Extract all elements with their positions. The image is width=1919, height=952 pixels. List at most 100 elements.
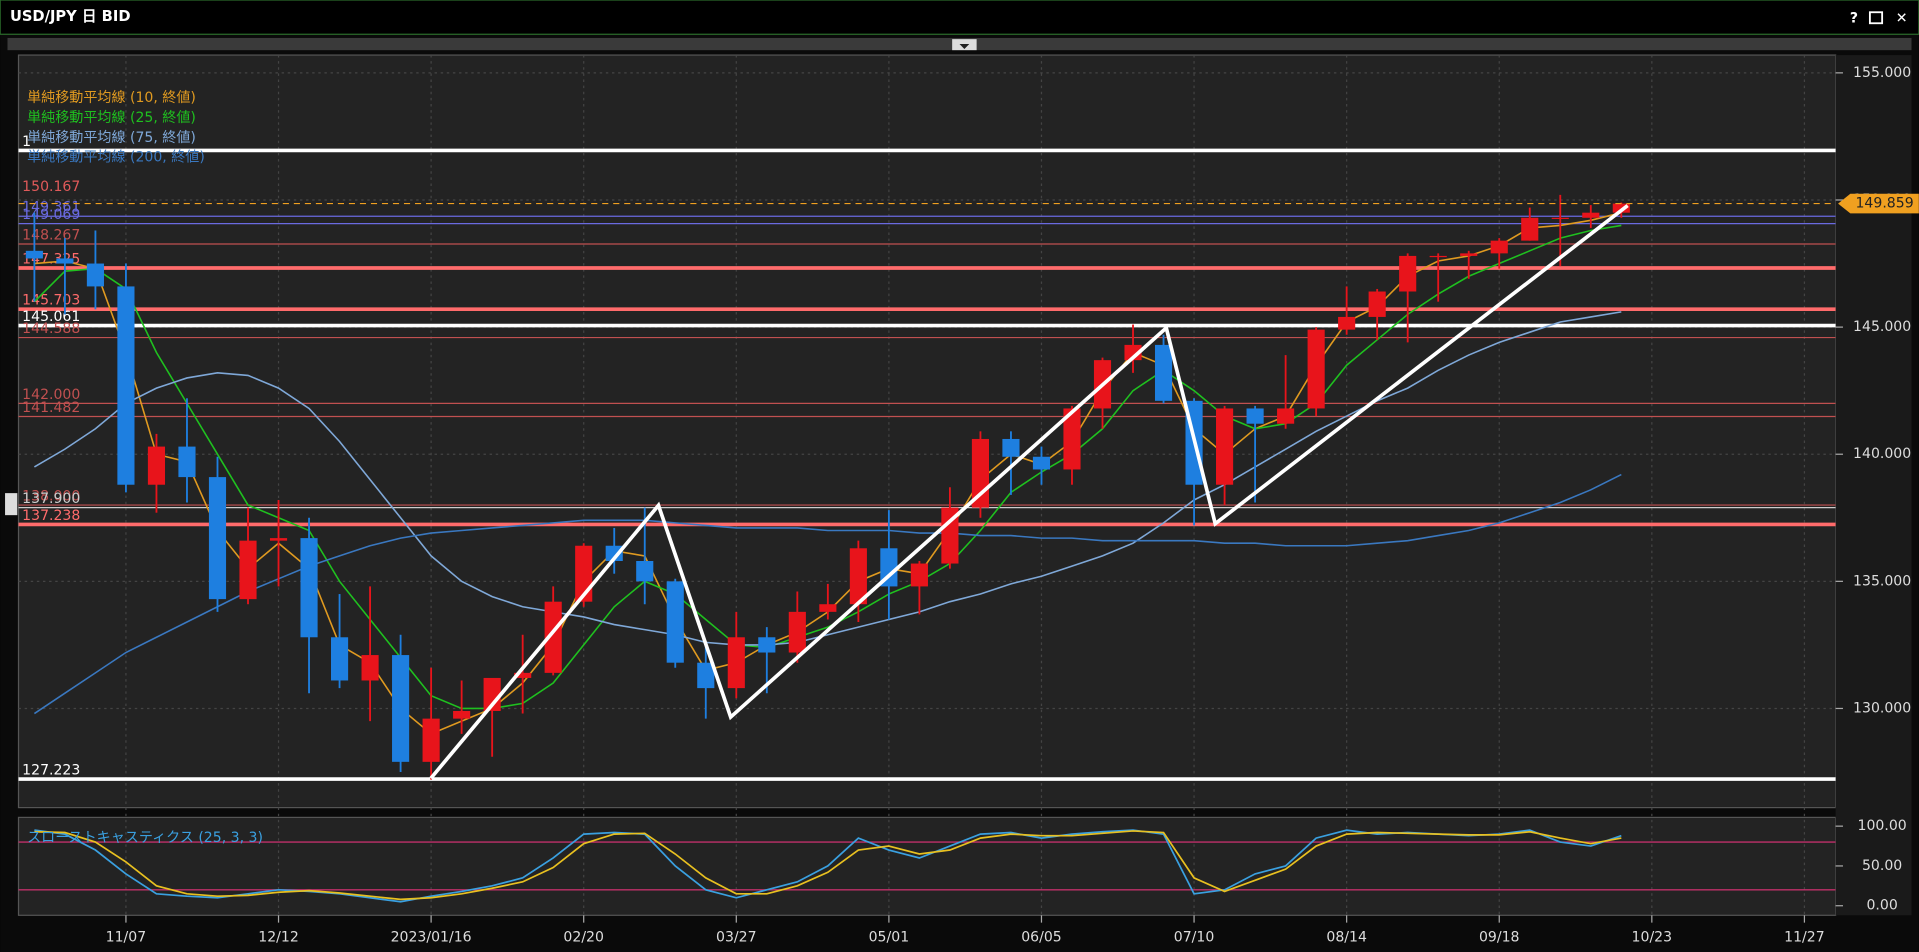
candle-body — [1582, 212, 1600, 218]
level-label: 141.482 — [22, 400, 80, 416]
moving-average — [33, 311, 1622, 646]
stochastic-line — [34, 830, 1622, 901]
level-label: 149.069 — [22, 207, 80, 223]
candle-body — [1277, 408, 1295, 424]
toggle-arrow — [959, 44, 970, 49]
x-tick-label: 06/05 — [1021, 929, 1062, 945]
candle-body — [1521, 217, 1539, 241]
x-tick-label: 08/14 — [1326, 929, 1367, 945]
x-tick-label: 11/07 — [106, 929, 147, 945]
y-tick-label: 50.00 — [1862, 858, 1902, 874]
candle-body — [361, 655, 379, 681]
candle-body — [941, 507, 959, 564]
last-price-marker — [1838, 193, 1919, 214]
candle-body — [483, 677, 501, 711]
y-tick-label: 155.000 — [1853, 65, 1911, 81]
x-tick-label: 10/23 — [1632, 929, 1673, 945]
x-tick-label: 2023/01/16 — [391, 929, 472, 945]
candle-body — [1246, 408, 1264, 424]
x-tick-label: 11/27 — [1784, 929, 1825, 945]
candle-body — [269, 538, 288, 541]
x-tick-label: 05/01 — [869, 929, 910, 945]
candle-body — [910, 563, 928, 587]
trend-drawing — [429, 204, 1629, 780]
x-tick-label: 03/27 — [716, 929, 757, 945]
candle-body — [1399, 255, 1417, 292]
candle-body — [453, 710, 471, 719]
candle-body — [1307, 329, 1325, 409]
candle-body — [544, 601, 562, 673]
candle-body — [300, 538, 318, 638]
candle-body — [666, 581, 684, 663]
candle-body — [514, 672, 532, 678]
candle-body — [1490, 240, 1508, 254]
x-tick-label: 12/12 — [258, 929, 299, 945]
legend-entry: 単純移動平均線 (200, 終値) — [27, 150, 205, 166]
candle-body — [1338, 316, 1356, 330]
y-tick-label: 130.000 — [1853, 700, 1911, 716]
last-price-label: 149.859 — [1856, 196, 1914, 212]
candle-body — [1032, 456, 1051, 470]
candle-body — [1460, 253, 1478, 256]
candle-body — [697, 662, 715, 689]
candle-body — [1063, 408, 1081, 470]
candle-body — [819, 604, 837, 612]
moving-average — [33, 224, 1622, 710]
level-label: 138.000 — [22, 489, 80, 505]
legend-entry: 単純移動平均線 (10, 終値) — [27, 90, 196, 106]
plot-layer: 130.000135.000140.000145.000150.000155.0… — [18, 55, 1911, 945]
candle-body — [1124, 344, 1142, 361]
side-tab[interactable] — [5, 493, 18, 516]
candle-body — [636, 560, 654, 582]
candle-body — [1551, 217, 1569, 220]
candle-body — [178, 446, 196, 478]
y-tick-label: 100.00 — [1858, 818, 1907, 834]
candle-body — [1002, 438, 1020, 457]
level-label: 142.000 — [22, 387, 80, 403]
x-tick-label: 09/18 — [1479, 929, 1520, 945]
candle-body — [1368, 291, 1386, 317]
level-label: 150.167 — [22, 179, 80, 195]
candle-body — [1216, 408, 1234, 485]
candle-body — [117, 286, 135, 485]
legend-entry: 単純移動平均線 (75, 終値) — [27, 130, 196, 146]
x-tick-label: 02/20 — [563, 929, 604, 945]
y-tick-label: 140.000 — [1853, 446, 1911, 462]
candle-body — [1429, 255, 1447, 258]
candle-body — [208, 477, 227, 600]
candle-body — [788, 611, 806, 653]
candle-body — [727, 637, 745, 689]
candle-body — [849, 548, 867, 605]
stochastic-panel — [17, 816, 1837, 916]
y-tick-label: 0.00 — [1866, 898, 1897, 914]
y-tick-label: 135.000 — [1853, 573, 1911, 589]
price-axis-bg — [1835, 55, 1912, 916]
candle-body — [56, 258, 74, 264]
level-label: 148.267 — [22, 227, 80, 243]
candle-body — [147, 446, 166, 485]
candle-body — [392, 655, 410, 762]
x-tick-label: 07/10 — [1174, 929, 1215, 945]
help-button[interactable]: ? — [1850, 10, 1858, 26]
candle-body — [422, 718, 440, 762]
level-label: 137.238 — [22, 508, 80, 524]
window-title: USD/JPY 日 BID — [10, 8, 131, 25]
moving-average — [33, 473, 1622, 715]
level-label: 1 — [22, 134, 31, 150]
candle-body — [605, 545, 623, 561]
level-label: 144.588 — [22, 321, 80, 337]
overlay-layer: 149.859 単純移動平均線 (10, 終値) 単純移動平均線 (25, 終値) 単… — [27, 90, 1919, 846]
candle-body — [86, 263, 104, 287]
level-label: 137.900 — [22, 491, 80, 507]
close-button[interactable]: ✕ — [1896, 10, 1908, 26]
title-bar — [0, 0, 1919, 35]
price-panel — [17, 54, 1837, 809]
candle-body — [25, 250, 43, 259]
level-label: 127.223 — [22, 762, 80, 778]
candle-body — [758, 637, 776, 653]
maximize-button[interactable] — [1868, 11, 1884, 25]
indicator-title: スローストキャスティクス (25, 3, 3) — [27, 830, 263, 846]
legend-entry: 単純移動平均線 (25, 終値) — [27, 110, 196, 126]
